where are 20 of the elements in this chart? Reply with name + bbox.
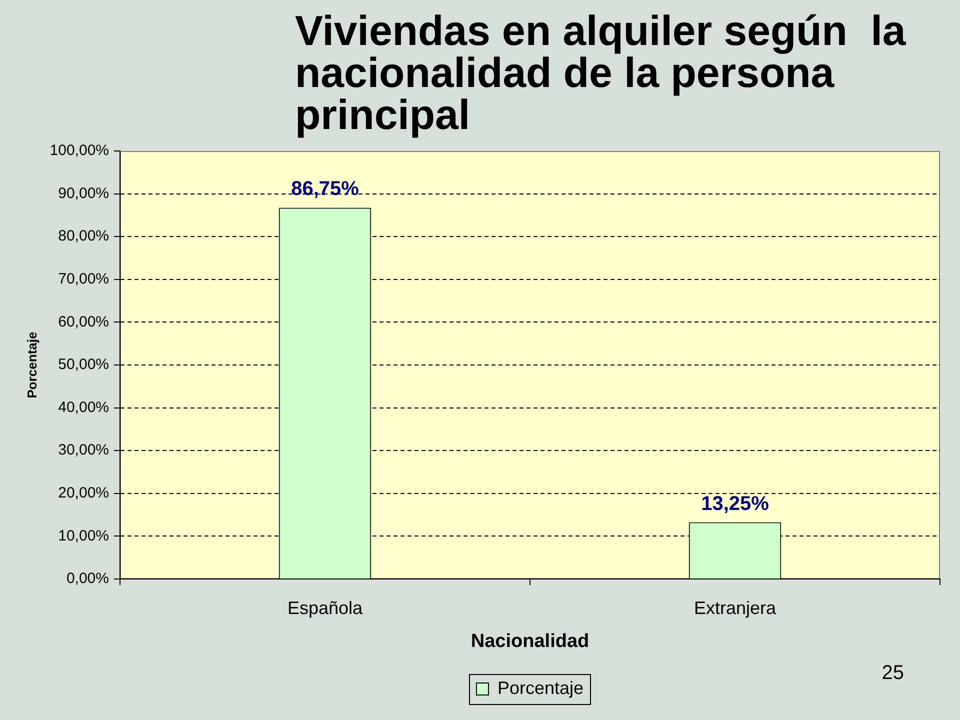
x-tick-label: Española	[287, 598, 364, 618]
y-tick-label: 0,00%	[66, 570, 109, 588]
chart-title: Viviendas en alquiler según la nacionalidad de la persona principal	[295, 7, 907, 138]
data-label: 86,75%	[291, 178, 360, 200]
text: 25	[882, 662, 904, 685]
y-tick-label: 80,00%	[58, 228, 109, 245]
y-tick-label: 60,00%	[58, 313, 109, 330]
y-axis-title: Porcentaje	[24, 332, 40, 398]
legend-label: Porcentaje	[497, 678, 584, 698]
y-tick-label: 100,00%	[50, 142, 109, 160]
y-tick-label: 50,00%	[58, 356, 109, 374]
y-tick-label: 20,00%	[58, 484, 109, 502]
y-tick-label: 10,00%	[58, 527, 109, 544]
y-tick-label: 90,00%	[58, 184, 109, 202]
x-axis-title: Nacionalidad	[470, 630, 590, 652]
y-tick-label: 70,00%	[58, 270, 109, 288]
x-tick-label: Extranjera	[694, 598, 778, 618]
data-label: 13,25%	[701, 492, 770, 515]
y-tick-label: 30,00%	[58, 442, 109, 459]
y-tick-label: 40,00%	[58, 398, 109, 416]
